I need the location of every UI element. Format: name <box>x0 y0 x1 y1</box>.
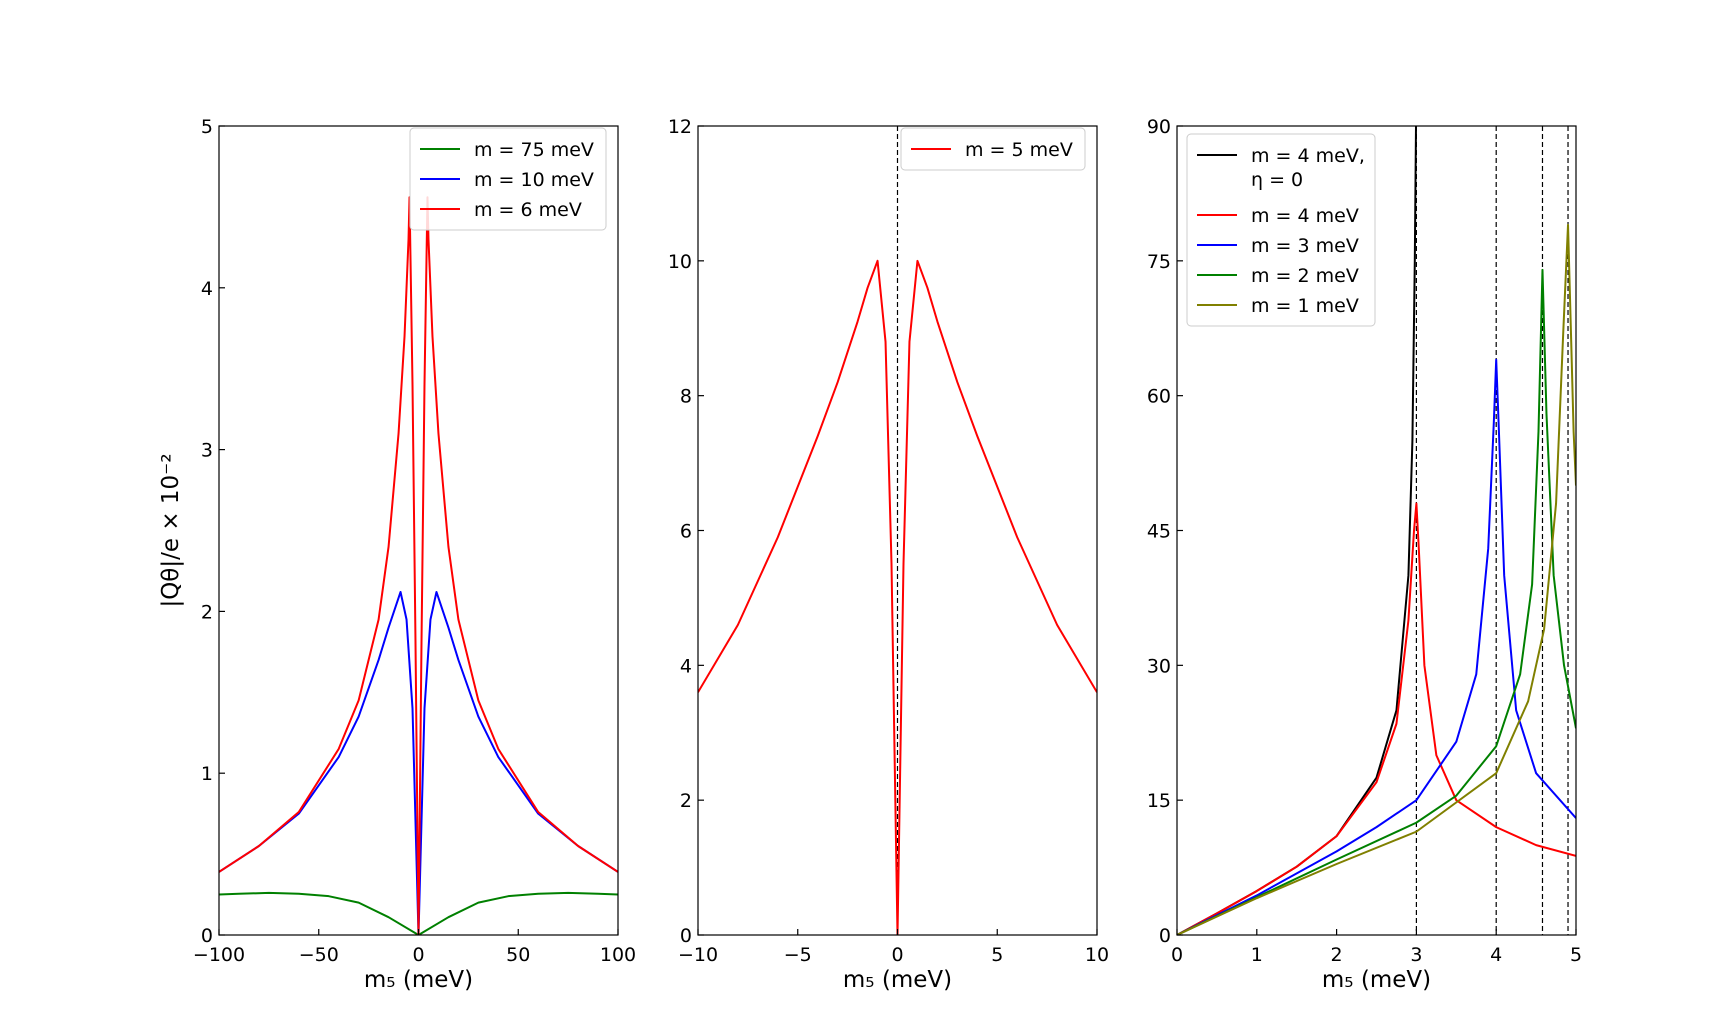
x-tick-label: 10 <box>1085 944 1109 966</box>
chart-panel-1: −100 −50 0 50 100 0 1 2 3 4 5 m₅ (meV) |Qθ|/e × 10⁻²… <box>158 116 636 993</box>
legend-label-3: m = 3 meV <box>1251 235 1359 257</box>
y-tick-label: 0 <box>680 925 692 947</box>
legend-label-1: m = 4 meV, <box>1251 145 1365 167</box>
series-line-2 <box>1177 502 1576 935</box>
legend-label-5: m = 1 meV <box>1251 295 1359 317</box>
legend-label-1: m = 75 meV <box>474 139 594 161</box>
x-axis-label: m₅ (meV) <box>1322 967 1431 993</box>
y-axis-label: |Qθ|/e × 10⁻² <box>158 453 184 607</box>
legend: m = 4 meV,η = 0 m = 4 meV m = 3 meV m = 2 m… <box>1186 133 1376 327</box>
x-tick-label: −10 <box>678 944 718 966</box>
y-tick-label: 0 <box>201 925 213 947</box>
y-tick-label: 0 <box>1159 925 1171 947</box>
series-line-2 <box>219 590 618 935</box>
legend-box <box>1186 133 1376 327</box>
series-line-1 <box>698 259 1097 935</box>
series-line-3 <box>219 196 618 935</box>
y-tick-label: 2 <box>201 601 213 623</box>
legend-label-2: m = 10 meV <box>474 169 594 191</box>
legend-label-3: m = 6 meV <box>474 199 582 221</box>
series-line-1 <box>219 891 618 935</box>
legend-label-4: m = 2 meV <box>1251 265 1359 287</box>
x-tick-label: 5 <box>991 944 1003 966</box>
chart-panel-2: −10 −5 0 5 10 0 2 4 6 8 10 12 m₅ (meV) m = 5 meV <box>668 116 1109 993</box>
x-tick-label: 0 <box>412 944 424 966</box>
y-tick-label: 4 <box>680 655 692 677</box>
x-tick-label: −100 <box>193 944 245 966</box>
legend: m = 5 meV <box>900 127 1086 171</box>
series-line-5 <box>1177 223 1576 935</box>
y-tick-label: 10 <box>668 251 692 273</box>
y-tick-label: 45 <box>1147 521 1171 543</box>
y-tick-label: 8 <box>680 386 692 408</box>
y-tick-label: 4 <box>201 278 213 300</box>
y-tick-label: 2 <box>680 790 692 812</box>
y-tick-label: 1 <box>201 763 213 785</box>
x-tick-label: −5 <box>784 944 812 966</box>
legend-label-1: m = 5 meV <box>965 139 1073 161</box>
x-tick-label: 100 <box>600 944 636 966</box>
x-tick-label: 0 <box>891 944 903 966</box>
y-tick-label: 5 <box>201 116 213 138</box>
y-tick-label: 3 <box>201 440 213 462</box>
x-axis-label: m₅ (meV) <box>364 967 473 993</box>
y-tick-label: 60 <box>1147 386 1171 408</box>
y-tick-label: 6 <box>680 521 692 543</box>
y-tick-label: 75 <box>1147 251 1171 273</box>
x-tick-label: 1 <box>1251 944 1263 966</box>
x-tick-label: −50 <box>299 944 339 966</box>
legend-label-1-line2: η = 0 <box>1251 169 1303 191</box>
x-tick-label: 50 <box>506 944 530 966</box>
x-tick-label: 5 <box>1570 944 1582 966</box>
series-line-3 <box>1177 358 1576 935</box>
x-tick-label: 0 <box>1171 944 1183 966</box>
legend-label-2: m = 4 meV <box>1251 205 1359 227</box>
legend: m = 75 meV m = 10 meV m = 6 meV <box>409 127 607 231</box>
plot-frame <box>218 125 619 936</box>
legend-box <box>900 127 1086 171</box>
legend-box <box>409 127 607 231</box>
y-tick-label: 15 <box>1147 790 1171 812</box>
x-tick-label: 4 <box>1490 944 1502 966</box>
y-tick-label: 90 <box>1147 116 1171 138</box>
x-tick-label: 3 <box>1410 944 1422 966</box>
y-tick-label: 12 <box>668 116 692 138</box>
y-tick-label: 30 <box>1147 655 1171 677</box>
x-tick-label: 2 <box>1331 944 1343 966</box>
x-axis-label: m₅ (meV) <box>843 967 952 993</box>
